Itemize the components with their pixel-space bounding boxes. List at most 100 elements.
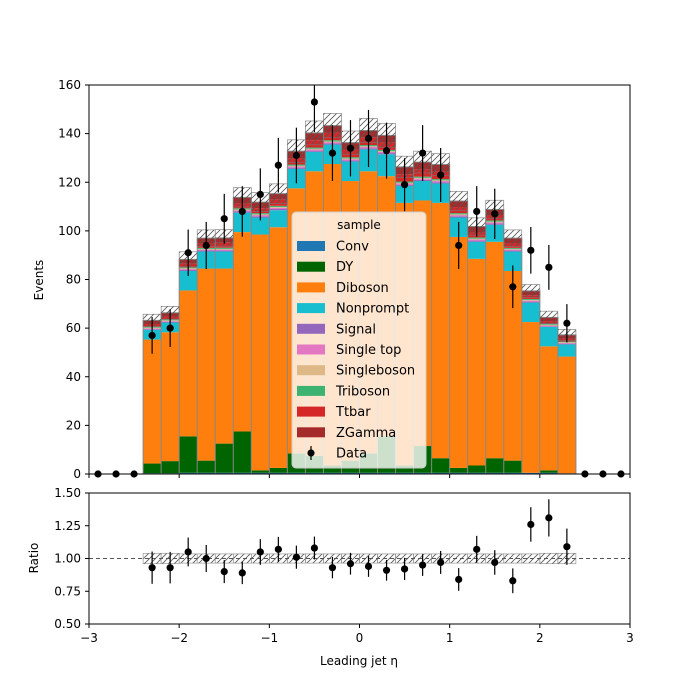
bar-diboson-3	[143, 339, 162, 464]
data-point-18	[419, 149, 427, 157]
bar-triboson-7	[215, 247, 234, 249]
bar-single-top-25	[539, 325, 559, 327]
bar-conv-22	[485, 472, 505, 474]
bar-singleboson-23	[503, 248, 523, 250]
bar-dy-7	[215, 443, 234, 473]
legend-swatch-triboson	[297, 385, 325, 396]
ratio-point-9	[310, 544, 319, 552]
bar-conv-17	[395, 472, 414, 474]
bar-signal-25	[539, 326, 559, 327]
bar-triboson-20	[449, 213, 468, 215]
bar-triboson-24	[521, 298, 541, 300]
legend-label-data: Data	[336, 447, 367, 462]
bar-dy-17	[395, 465, 414, 473]
bar-dy-9	[251, 470, 270, 473]
bar-diboson-22	[485, 241, 505, 459]
bar-diboson-6	[197, 268, 216, 461]
bar-dy-6	[197, 460, 216, 473]
uncertainty-hatch-25	[539, 310, 559, 324]
bar-singleboson-26	[557, 342, 577, 343]
ratio-point-2	[184, 548, 192, 556]
ratio-point-1	[166, 564, 174, 572]
main-y-ticks: 0 20 40 60 80 100 120 140 160	[58, 78, 89, 481]
bar-dy-3	[143, 463, 162, 474]
main-x-ticks	[88, 474, 631, 478]
bar-triboson-21	[467, 237, 487, 239]
ratio-point-11	[346, 560, 355, 568]
bar-conv-11	[287, 472, 306, 474]
bar-triboson-25	[539, 323, 559, 325]
x-tick-label-5: 2	[536, 631, 544, 645]
y-tick-label-0: 0	[73, 467, 81, 481]
data-point-12	[310, 98, 319, 106]
bar-signal-10	[269, 208, 288, 211]
bar-signal-21	[467, 240, 487, 242]
bar-dy-23	[503, 460, 523, 473]
ratio-y-ticks: 0.50 0.75 1.00 1.25 1.50	[54, 486, 89, 631]
ratio-point-22	[545, 514, 553, 522]
ratio-point-20	[509, 577, 517, 585]
legend-swatch-singleboson	[297, 365, 325, 376]
bar-diboson-25	[539, 346, 559, 471]
bar-conv-8	[233, 472, 252, 474]
data-point-16	[382, 147, 391, 155]
bar-signal-24	[521, 301, 541, 303]
data-point-10	[274, 161, 282, 169]
ratio-x-ticks: −3 −2 −1 0 1 2 3	[80, 624, 634, 645]
y-tick-label-60: 60	[66, 321, 81, 335]
data-point-15	[364, 134, 373, 143]
bar-single-top-24	[521, 300, 541, 302]
bar-conv-13	[323, 472, 342, 474]
data-point-13	[328, 149, 337, 157]
bar-conv-25	[539, 472, 559, 474]
data-point-14	[346, 144, 355, 152]
ratio-point-23	[563, 543, 571, 551]
bar-signal-20	[449, 216, 468, 218]
data-point-22	[491, 210, 499, 218]
bar-conv-6	[197, 472, 216, 474]
bar-singleboson-7	[215, 248, 234, 250]
x-tick-label-0: −3	[80, 631, 98, 645]
data-point-24	[527, 246, 535, 254]
data-point-8	[238, 207, 246, 216]
bar-conv-5	[179, 472, 198, 474]
legend-swatch-conv	[297, 241, 325, 251]
bar-diboson-21	[467, 258, 487, 466]
bar-dy-21	[467, 465, 487, 473]
uncertainty-hatch-23	[503, 229, 523, 247]
bar-diboson-20	[449, 236, 468, 468]
bar-diboson-10	[269, 227, 288, 468]
bar-conv-14	[341, 472, 360, 474]
bar-diboson-5	[179, 290, 198, 437]
bar-diboson-9	[251, 234, 270, 471]
data-point-4	[166, 324, 174, 332]
ratio-point-4	[220, 568, 228, 576]
bar-triboson-10	[269, 205, 288, 208]
ratio-point-6	[256, 548, 264, 556]
bar-singleboson-20	[449, 214, 468, 216]
bar-signal-7	[215, 250, 234, 252]
bar-single-top-12	[305, 149, 324, 151]
legend-data-marker	[307, 449, 315, 457]
data-point-9	[256, 190, 264, 199]
bar-conv-23	[503, 472, 523, 474]
bar-conv-21	[467, 472, 487, 474]
bar-dy-19	[431, 458, 450, 473]
bar-nonprompt-25	[539, 326, 559, 347]
y-tick-label-80: 80	[66, 273, 81, 287]
ratio-point-19	[491, 558, 499, 567]
bar-nonprompt-7	[215, 251, 234, 269]
legend-swatch-nonprompt	[297, 303, 325, 314]
bar-diboson-4	[161, 332, 180, 462]
bar-diboson-24	[521, 322, 541, 473]
ratio-y-tick-label-3: 1.25	[54, 519, 81, 533]
bar-single-top-10	[269, 207, 288, 209]
y-tick-label-120: 120	[58, 175, 81, 189]
bar-diboson-23	[503, 270, 523, 461]
ratio-y-tick-label-0: 0.50	[54, 617, 81, 631]
legend-label-signal: Signal	[336, 322, 376, 337]
ratio-y-tick-label-4: 1.50	[54, 486, 81, 500]
bar-triboson-23	[503, 247, 523, 249]
uncertainty-hatch-20	[449, 191, 468, 211]
bar-diboson-8	[233, 232, 252, 432]
